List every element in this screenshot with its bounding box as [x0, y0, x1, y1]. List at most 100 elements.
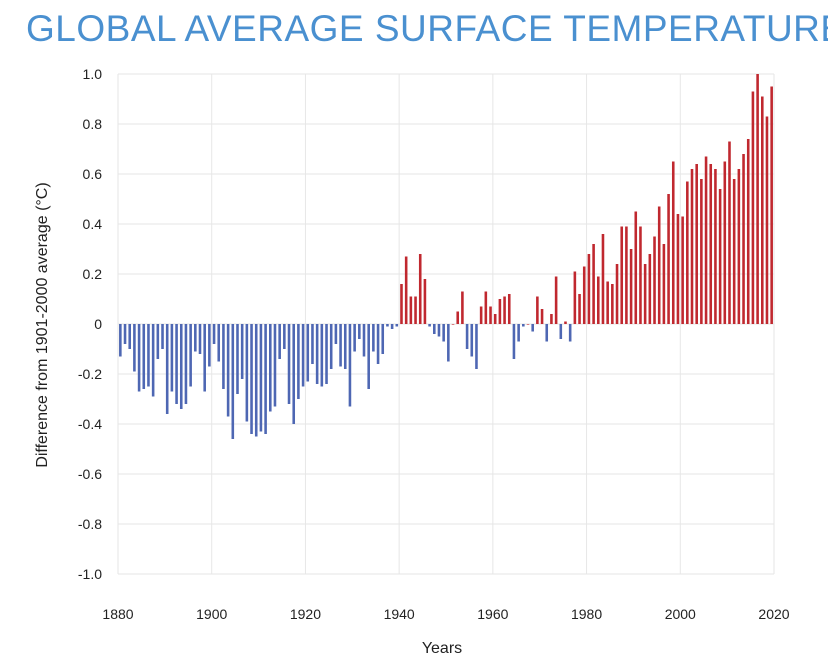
bar	[123, 324, 127, 344]
y-axis: 1.0 0.8 0.6 0.4 0.2 0 -0.2 -0.4 -0.6 -0.8 -1.0	[78, 66, 102, 582]
bar	[395, 324, 399, 327]
bar	[761, 96, 764, 324]
bar	[592, 244, 595, 324]
x-axis-label: Years	[422, 640, 462, 657]
bar	[311, 324, 314, 364]
bar	[545, 324, 549, 342]
bar	[601, 234, 605, 324]
x-tick-label: 1920	[290, 606, 321, 622]
bar	[512, 324, 516, 359]
bar	[414, 296, 417, 324]
bar	[667, 194, 670, 324]
bar	[484, 291, 488, 324]
bar	[489, 306, 492, 324]
bar	[554, 276, 558, 324]
y-tick-label: 0.4	[83, 216, 103, 232]
bar	[447, 324, 450, 362]
bar	[695, 164, 698, 324]
bar	[423, 279, 427, 324]
bar	[479, 306, 483, 324]
y-tick-label: -0.4	[78, 416, 102, 432]
bar	[625, 226, 628, 324]
bar	[259, 324, 263, 432]
bar	[156, 324, 160, 359]
bar	[137, 324, 141, 392]
bar	[718, 189, 722, 324]
bar	[437, 324, 441, 337]
bar	[475, 324, 478, 369]
bar	[175, 324, 178, 404]
bar	[732, 179, 736, 324]
chart-title: GLOBAL AVERAGE SURFACE TEMPERATURE	[26, 8, 828, 49]
bar	[620, 226, 624, 324]
bar	[390, 324, 394, 329]
x-tick-label: 1980	[571, 606, 602, 622]
bar	[306, 324, 310, 382]
bar	[250, 324, 253, 434]
bar	[578, 294, 581, 324]
x-tick-label: 2000	[665, 606, 696, 622]
bar	[751, 91, 755, 324]
bar	[325, 324, 328, 384]
bar	[536, 296, 539, 324]
bar	[742, 154, 745, 324]
bar	[686, 181, 689, 324]
bar	[254, 324, 258, 437]
bar	[428, 324, 431, 327]
bar	[723, 161, 727, 324]
y-tick-label: 1.0	[83, 66, 103, 82]
bar	[451, 324, 455, 325]
bar	[287, 324, 291, 404]
bar	[240, 324, 244, 379]
bar	[236, 324, 239, 394]
bar	[714, 169, 717, 324]
bar	[292, 324, 296, 424]
bar	[367, 324, 370, 389]
bar	[245, 324, 249, 422]
bar	[657, 206, 661, 324]
bar	[648, 254, 652, 324]
bar	[770, 86, 773, 324]
bar	[559, 324, 563, 339]
bar	[737, 169, 741, 324]
bar	[433, 324, 436, 334]
y-tick-label: 0.6	[83, 166, 103, 182]
bar	[765, 116, 769, 324]
bar	[461, 291, 464, 324]
bar	[582, 266, 586, 324]
y-tick-label: -0.2	[78, 366, 102, 382]
bar	[348, 324, 352, 407]
bar	[133, 324, 136, 372]
bar	[470, 324, 474, 357]
bar	[634, 211, 638, 324]
grid	[117, 73, 775, 575]
bar	[606, 281, 609, 324]
bar	[278, 324, 281, 359]
bar	[615, 264, 619, 324]
bar	[653, 236, 656, 324]
bar	[639, 226, 642, 324]
y-tick-label: -0.6	[78, 466, 102, 482]
bar	[372, 324, 375, 352]
bar	[442, 324, 445, 342]
bars	[119, 74, 773, 439]
bar	[465, 324, 469, 349]
bar	[386, 324, 389, 327]
bar	[404, 256, 408, 324]
bar	[507, 294, 511, 324]
bar	[704, 156, 708, 324]
bar	[456, 311, 460, 324]
bar	[189, 324, 192, 387]
x-tick-label: 1900	[196, 606, 227, 622]
y-tick-label: -0.8	[78, 516, 102, 532]
y-axis-label: Difference from 1901-2000 average (°C)	[34, 182, 51, 467]
bar	[690, 169, 694, 324]
bar	[208, 324, 211, 367]
bar	[212, 324, 216, 344]
bar	[540, 309, 544, 324]
bar	[128, 324, 132, 349]
y-tick-label: 0.2	[83, 266, 103, 282]
bar	[376, 324, 380, 364]
bar	[498, 299, 502, 324]
